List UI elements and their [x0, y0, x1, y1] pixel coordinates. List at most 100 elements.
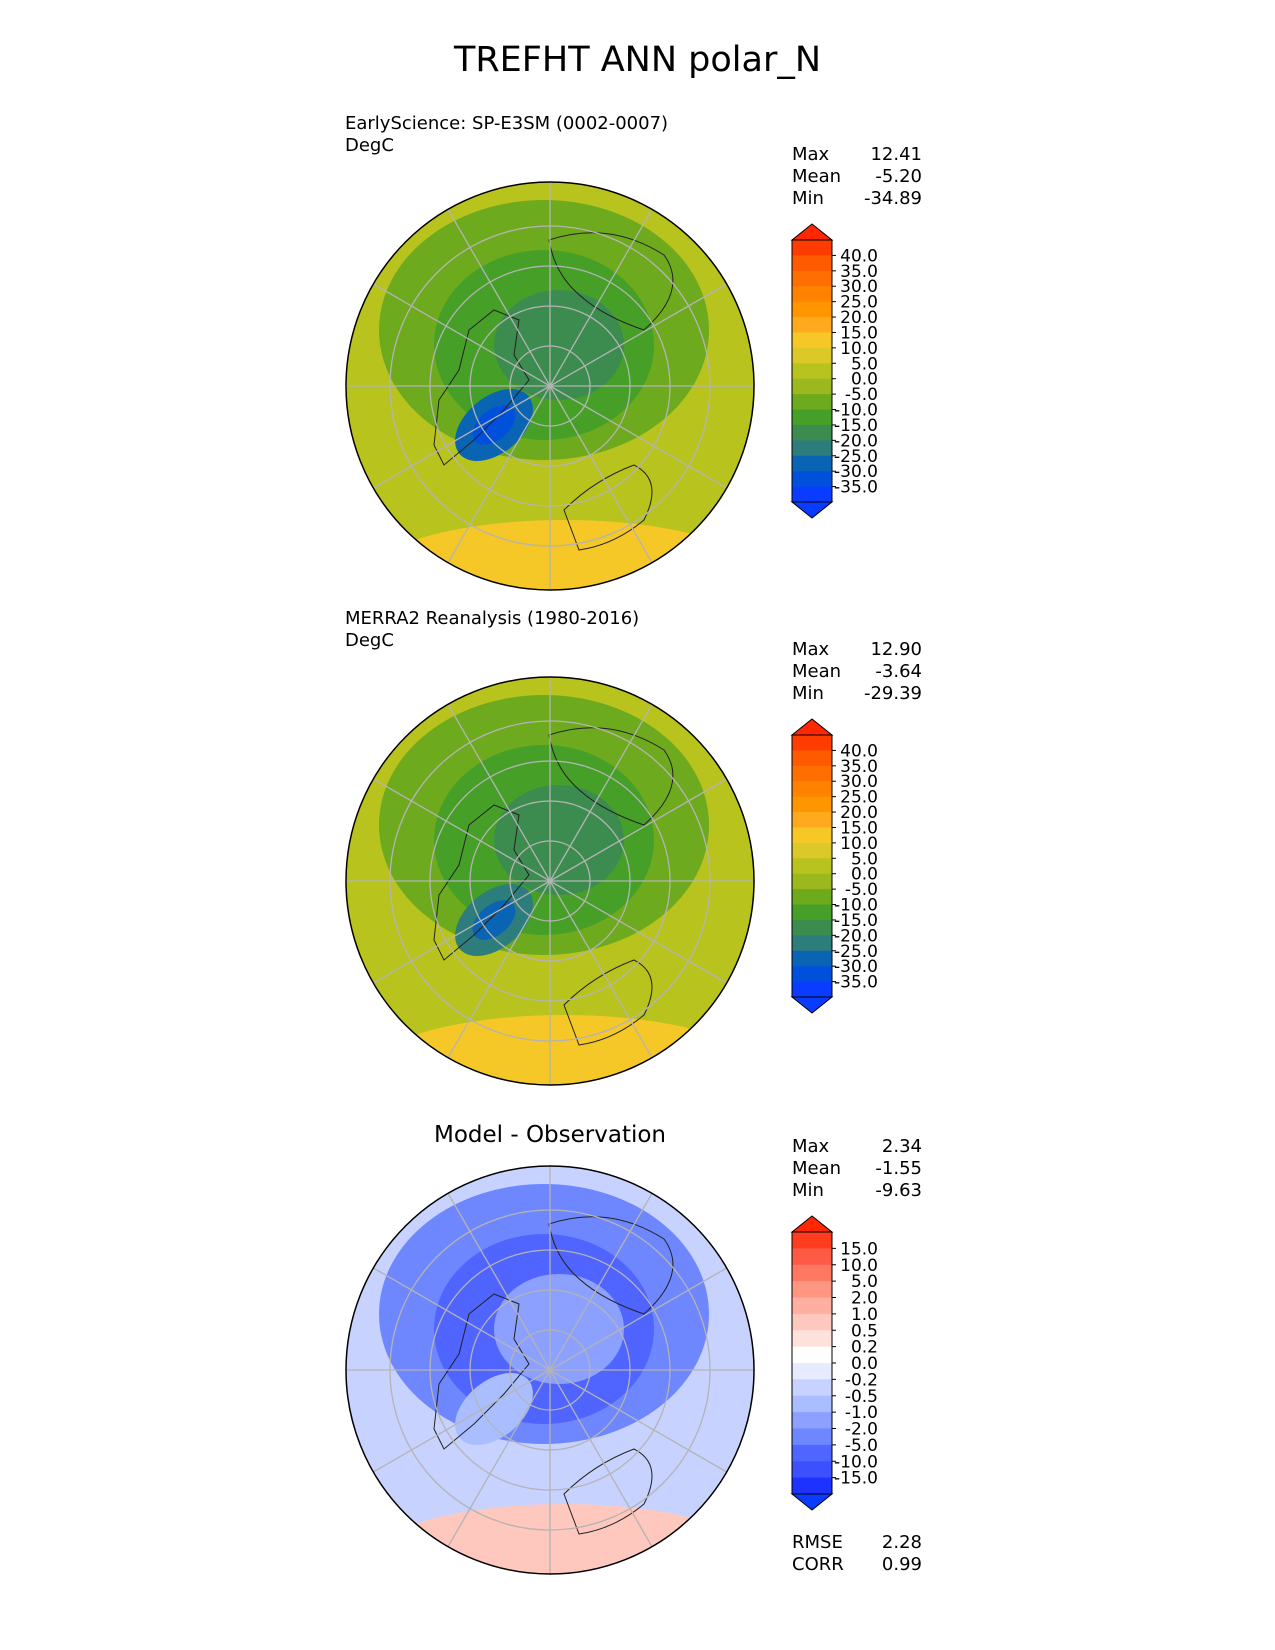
mean-label: Mean: [792, 166, 842, 187]
colorbar-tick-label: 10.0: [840, 339, 878, 359]
max-label: Max: [792, 1136, 830, 1157]
metrics-block: RMSE 2.28 CORR 0.99: [792, 1532, 922, 1576]
map-boundary: [345, 676, 755, 1086]
units-label: DegC: [345, 135, 394, 156]
meridian-line: [549, 1369, 727, 1473]
colorbar-tick-label: -15.0: [834, 911, 878, 931]
meridian-line: [549, 1193, 653, 1371]
colorbar-segment: [792, 363, 832, 380]
meridian-line: [447, 704, 551, 882]
colorbar-tick-label: 2.0: [851, 1289, 878, 1309]
colorbar-segment: [792, 1412, 832, 1429]
max-label: Max: [792, 639, 830, 660]
colorbar-tick-label: 15.0: [840, 323, 878, 343]
colorbar-tick-label: 40.0: [840, 246, 878, 266]
polar-map: [345, 1165, 755, 1575]
temperature-field: [346, 677, 754, 1085]
colorbar-segment: [792, 735, 832, 751]
meridian-line: [549, 778, 727, 882]
coastline: [563, 464, 653, 551]
colorbar-segment: [792, 981, 832, 998]
min-value: -29.39: [863, 683, 922, 704]
stats-block: Max 2.34 Mean -1.55 Min -9.63: [792, 1136, 922, 1202]
colorbar-segment: [792, 1346, 832, 1364]
panel-subtitle: EarlyScience: SP-E3SM (0002-0007) DegC: [345, 113, 668, 157]
warm-region: [364, 520, 754, 590]
meridian-line: [373, 385, 551, 489]
colorbar-segment: [792, 270, 832, 287]
colorbar-extend-bottom: [790, 1493, 834, 1511]
colorbar-tick-label: 30.0: [840, 772, 878, 792]
colorbar-segment: [792, 842, 832, 859]
meridian-line: [549, 880, 727, 984]
colorbar-tick-label: 0.0: [851, 370, 878, 390]
max-value: 2.34: [881, 1136, 922, 1157]
colorbar-tick-label: -10.0: [834, 1452, 878, 1472]
colorbar-segment: [792, 873, 832, 890]
colorbar-tick-label: 40.0: [840, 741, 878, 761]
colorbar-segment: [792, 781, 832, 798]
colorbar: 15.010.05.02.01.00.50.20.0-0.2-0.5-1.0-2…: [790, 1215, 878, 1511]
meridian-line: [447, 385, 551, 563]
colorbar-tick-label: -35.0: [834, 478, 878, 498]
meridian-line: [549, 385, 727, 489]
colorbar-tick-label: 0.2: [851, 1338, 878, 1358]
colorbar-tick-label: -20.0: [834, 926, 878, 946]
colorbar-tick-label: -15.0: [834, 416, 878, 436]
meridian-line: [549, 385, 653, 563]
mean-value: -5.20: [875, 166, 922, 187]
polar-map: [345, 676, 755, 1086]
meridian-line: [549, 704, 653, 882]
colorbar-segment: [792, 471, 832, 488]
colorbar-tick-label: -2.0: [845, 1420, 878, 1440]
colorbar-segment: [792, 1281, 832, 1298]
colorbar-segment: [792, 1379, 832, 1397]
mean-value: -3.64: [875, 661, 922, 682]
meridian-line: [549, 1369, 653, 1547]
colorbar-tick-label: 5.0: [851, 354, 878, 374]
colorbar-tick-label: 10.0: [840, 834, 878, 854]
difference-title: Model - Observation: [433, 1122, 667, 1148]
warm-region: [364, 1504, 754, 1574]
colorbar-segment: [792, 765, 832, 782]
temperature-field: [346, 182, 754, 590]
colorbar-segment: [792, 1248, 832, 1266]
meridian-line: [373, 880, 551, 984]
colorbar-segment: [792, 440, 832, 457]
colorbar-segment: [792, 1444, 832, 1462]
colorbar-segment: [792, 378, 832, 395]
colorbar-segment: [792, 812, 832, 828]
coastline: [433, 1293, 530, 1450]
colorbar-segment: [792, 317, 832, 333]
map-boundary: [345, 1165, 755, 1575]
colorbar: 40.035.030.025.020.015.010.05.00.0-5.0-1…: [790, 223, 878, 519]
colorbar-segment: [792, 424, 832, 441]
colorbar-tick-label: -25.0: [834, 447, 878, 467]
colorbar-extend-top: [790, 223, 834, 241]
min-value: -34.89: [863, 188, 922, 209]
colorbar-segment: [792, 1264, 832, 1282]
mean-label: Mean: [792, 1158, 842, 1179]
corr-value: 0.99: [881, 1554, 922, 1575]
meridian-line: [447, 209, 551, 387]
colorbar-tick-label: -10.0: [834, 896, 878, 916]
colorbar-tick-label: -30.0: [834, 462, 878, 482]
colorbar-segment: [792, 332, 832, 349]
subtitle-line-1: MERRA2 Reanalysis (1980-2016): [345, 608, 640, 629]
meridian-line: [373, 283, 551, 387]
colorbar-segment: [792, 950, 832, 967]
polar-map: [345, 181, 755, 591]
min-label: Min: [792, 683, 824, 704]
colorbar-segment: [792, 486, 832, 503]
colorbar-tick-label: -10.0: [834, 401, 878, 421]
colorbar-segment: [792, 240, 832, 256]
meridian-line: [549, 1267, 727, 1371]
difference-panel: Model - Observation Max 2.34 Mean -1.55 Mi…: [0, 1122, 1275, 1642]
meridian-line: [447, 1193, 551, 1371]
meridian-line: [549, 209, 653, 387]
colorbar-segment: [792, 1232, 832, 1249]
cold-region: [472, 900, 516, 940]
colorbar-segment: [792, 286, 832, 303]
meridian-line: [447, 880, 551, 1058]
colorbar-segment: [792, 1313, 832, 1331]
